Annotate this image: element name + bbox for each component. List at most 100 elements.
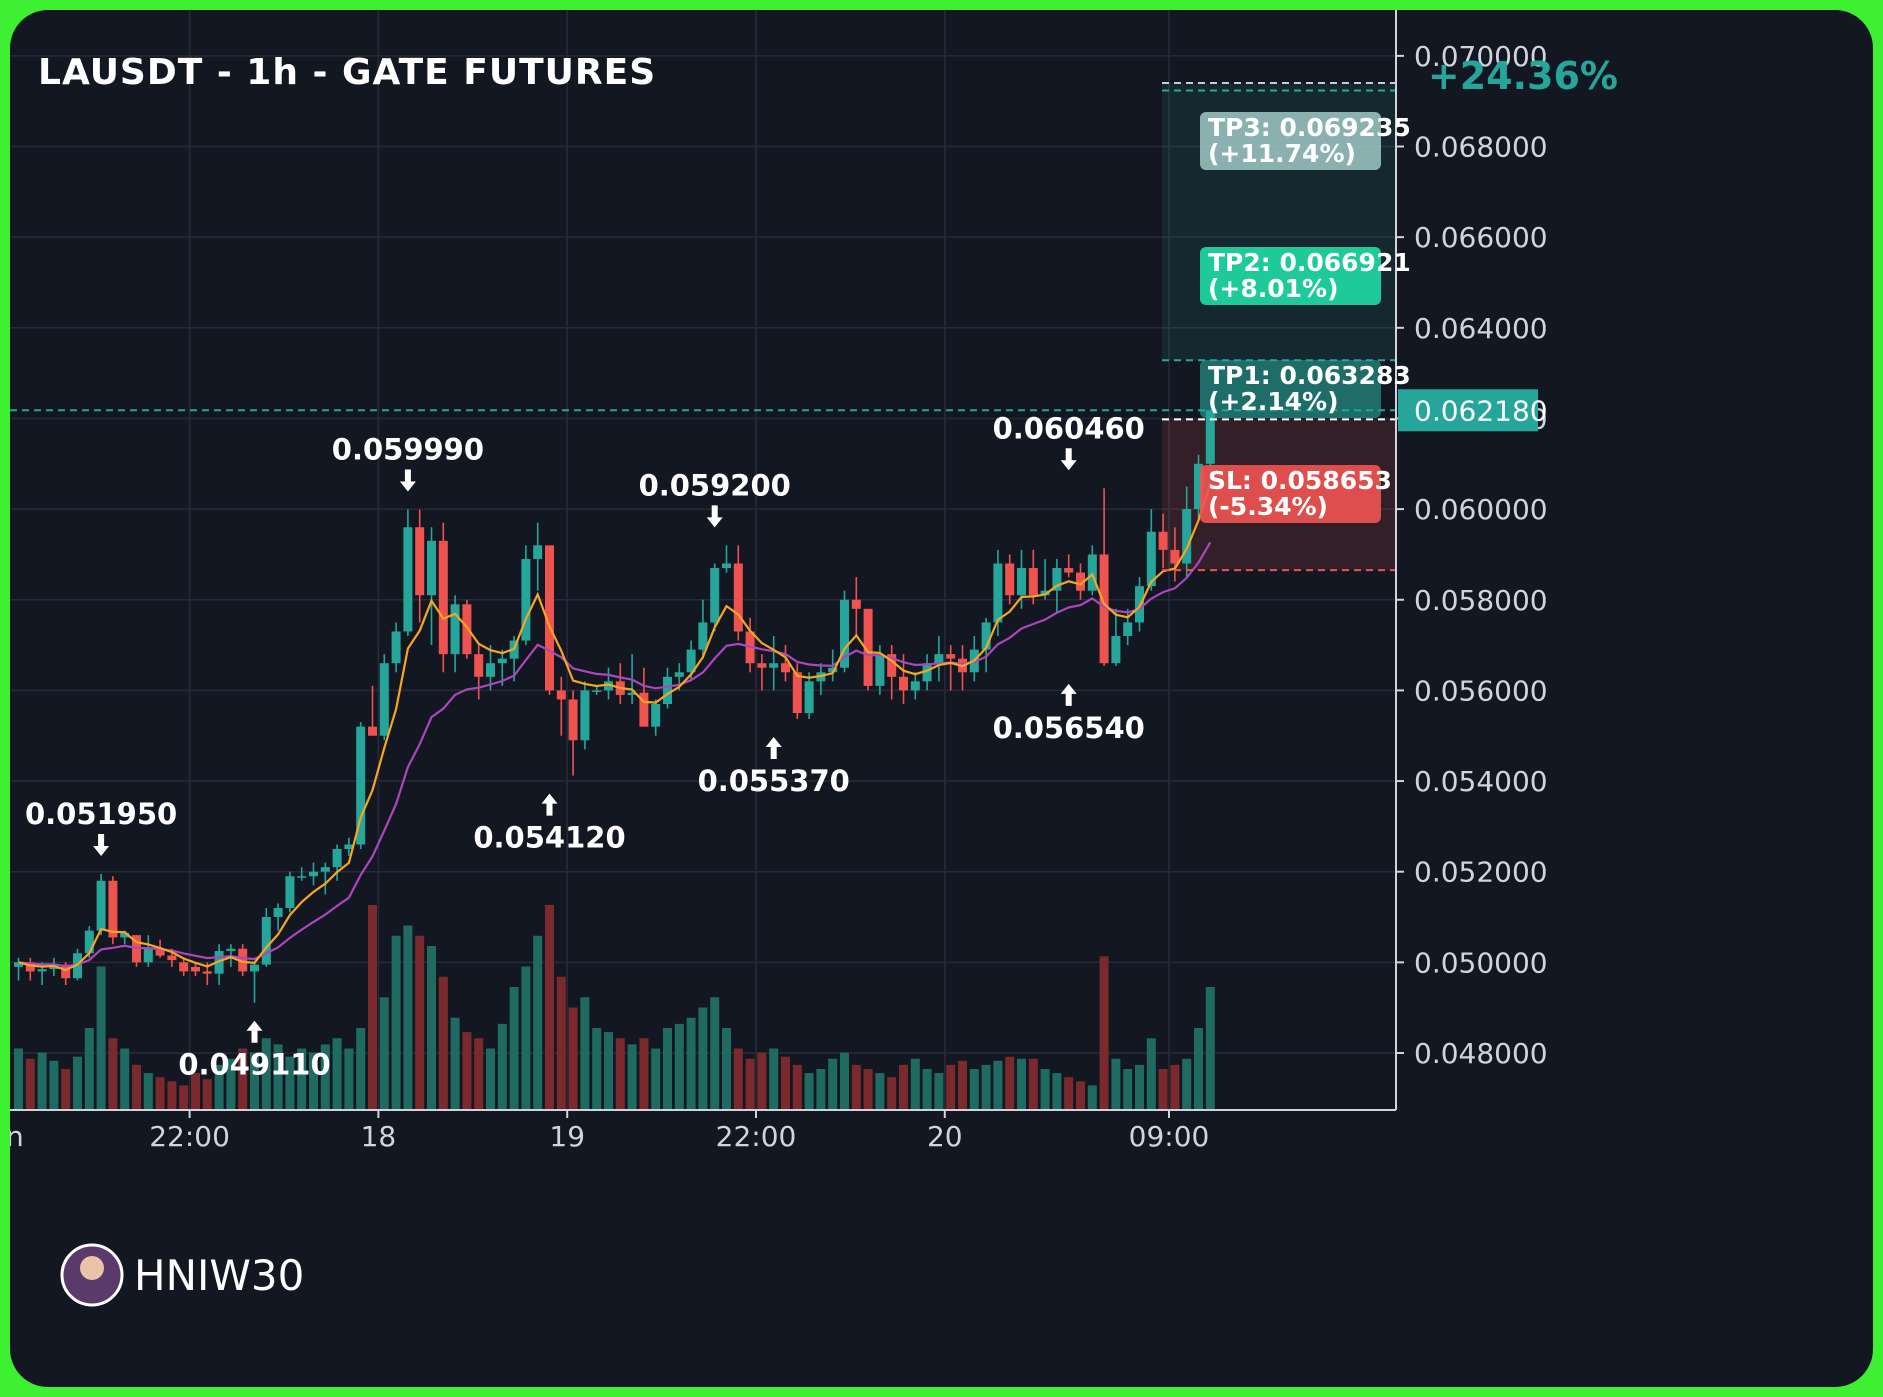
- volume-bar: [816, 1069, 826, 1110]
- volume-bar: [604, 1032, 613, 1110]
- volume-bar: [627, 1044, 637, 1110]
- volume-bar: [1099, 956, 1109, 1110]
- volume-bar: [674, 1023, 684, 1110]
- volume-bar: [969, 1069, 979, 1110]
- candle-body: [261, 917, 271, 965]
- price-annotation: 0.059990: [332, 433, 484, 467]
- candle-body: [1017, 568, 1026, 596]
- volume-bar: [73, 1056, 82, 1110]
- candle-body: [226, 948, 236, 952]
- candle-body: [250, 964, 259, 972]
- volume-bar: [804, 1073, 814, 1110]
- x-tick-label: 19: [549, 1120, 585, 1153]
- candle-body: [96, 880, 106, 931]
- y-tick-label: 0.056000: [1414, 674, 1548, 707]
- volume-bar: [96, 966, 106, 1110]
- candle-body: [1182, 509, 1192, 564]
- volume-bar: [851, 1064, 861, 1110]
- candle-body: [37, 969, 47, 972]
- candle-body: [627, 692, 637, 695]
- volume-bar: [521, 966, 531, 1110]
- volume-bar: [238, 1048, 248, 1110]
- candle-body: [450, 604, 460, 655]
- volume-bar: [320, 1044, 330, 1110]
- volume-bar: [474, 1038, 484, 1110]
- y-tick-label: 0.068000: [1414, 131, 1548, 164]
- volume-bar: [356, 1028, 366, 1110]
- candle-body: [1028, 568, 1038, 596]
- volume-bar: [1028, 1058, 1038, 1110]
- volume-bar: [1005, 1056, 1015, 1110]
- candle-body: [769, 663, 779, 668]
- candle-body: [674, 672, 684, 677]
- volume-bar: [745, 1058, 755, 1110]
- volume-bar: [1135, 1064, 1144, 1110]
- volume-bar: [250, 1052, 259, 1110]
- volume-bar: [981, 1064, 991, 1110]
- volume-bar: [332, 1038, 342, 1110]
- candle-body: [438, 540, 448, 655]
- price-annotation: 0.055370: [698, 764, 850, 798]
- candle-body: [946, 654, 956, 659]
- candle-body: [143, 948, 153, 963]
- candle-body: [1052, 568, 1062, 591]
- volume-bar: [226, 1058, 236, 1110]
- price-annotation: 0.059200: [639, 468, 791, 502]
- candle-body: [840, 599, 849, 668]
- candle-body: [391, 631, 401, 664]
- volume-bar: [214, 1064, 224, 1110]
- candle-body: [828, 667, 838, 673]
- tp2-label: TP2: 0.066921: [1208, 248, 1411, 277]
- candle-body: [356, 726, 366, 845]
- candle-body: [1194, 463, 1203, 510]
- candle-body: [497, 658, 507, 664]
- volume-bar: [710, 997, 720, 1110]
- candle-body: [733, 563, 743, 632]
- volume-bar: [769, 1048, 779, 1110]
- x-tick-label: 20: [927, 1120, 963, 1153]
- candle-body: [1064, 568, 1074, 573]
- candlestick-chart: 0.051950 0.049110 0.059990 0.054120 0.059200…: [10, 10, 1618, 1307]
- volume-bar: [261, 1038, 271, 1110]
- volume-bar: [910, 1058, 920, 1110]
- candle-body: [415, 527, 425, 596]
- volume-bar: [1052, 1073, 1062, 1110]
- tp1-label: TP1: 0.063283: [1208, 361, 1411, 390]
- y-tick-label: 0.048000: [1414, 1037, 1548, 1070]
- volume-bar: [840, 1052, 849, 1110]
- candle-body: [545, 545, 554, 691]
- candle-body: [1146, 531, 1156, 587]
- volume-bar: [887, 1077, 897, 1110]
- x-tick-label-cut: n: [10, 1120, 24, 1153]
- volume-bar: [108, 1038, 118, 1110]
- price-annotation: 0.054120: [473, 821, 625, 855]
- candle-body: [427, 540, 436, 596]
- ma-fast-line: [18, 483, 1212, 972]
- volume-bar: [1017, 1058, 1026, 1110]
- volume-bar: [781, 1056, 790, 1110]
- volume-bar: [1170, 1064, 1180, 1110]
- volume-bar: [285, 1056, 295, 1110]
- y-tick-label: 0.064000: [1414, 312, 1548, 345]
- y-tick-label: 0.060000: [1414, 493, 1548, 526]
- volume-bar: [1158, 1069, 1168, 1110]
- candle-body: [1135, 586, 1144, 623]
- candle-body: [981, 622, 991, 650]
- arrow-down-icon: [399, 469, 416, 492]
- candle-body: [887, 654, 897, 677]
- volume-bar: [49, 1060, 59, 1110]
- candle-body: [285, 876, 295, 908]
- volume-bar: [639, 1038, 649, 1110]
- volume-bar: [1064, 1077, 1074, 1110]
- y-tick-label: 0.052000: [1414, 856, 1548, 889]
- candle-body: [25, 962, 35, 972]
- candle-body: [238, 948, 248, 972]
- volume-bar: [792, 1064, 802, 1110]
- volume-bar: [132, 1064, 141, 1110]
- volume-bar: [143, 1073, 153, 1110]
- candle-body: [580, 690, 590, 741]
- volume-bar: [497, 1023, 507, 1110]
- volume-bar: [568, 1007, 578, 1110]
- y-tick-label: 0.058000: [1414, 584, 1548, 617]
- candle-body: [1099, 554, 1109, 664]
